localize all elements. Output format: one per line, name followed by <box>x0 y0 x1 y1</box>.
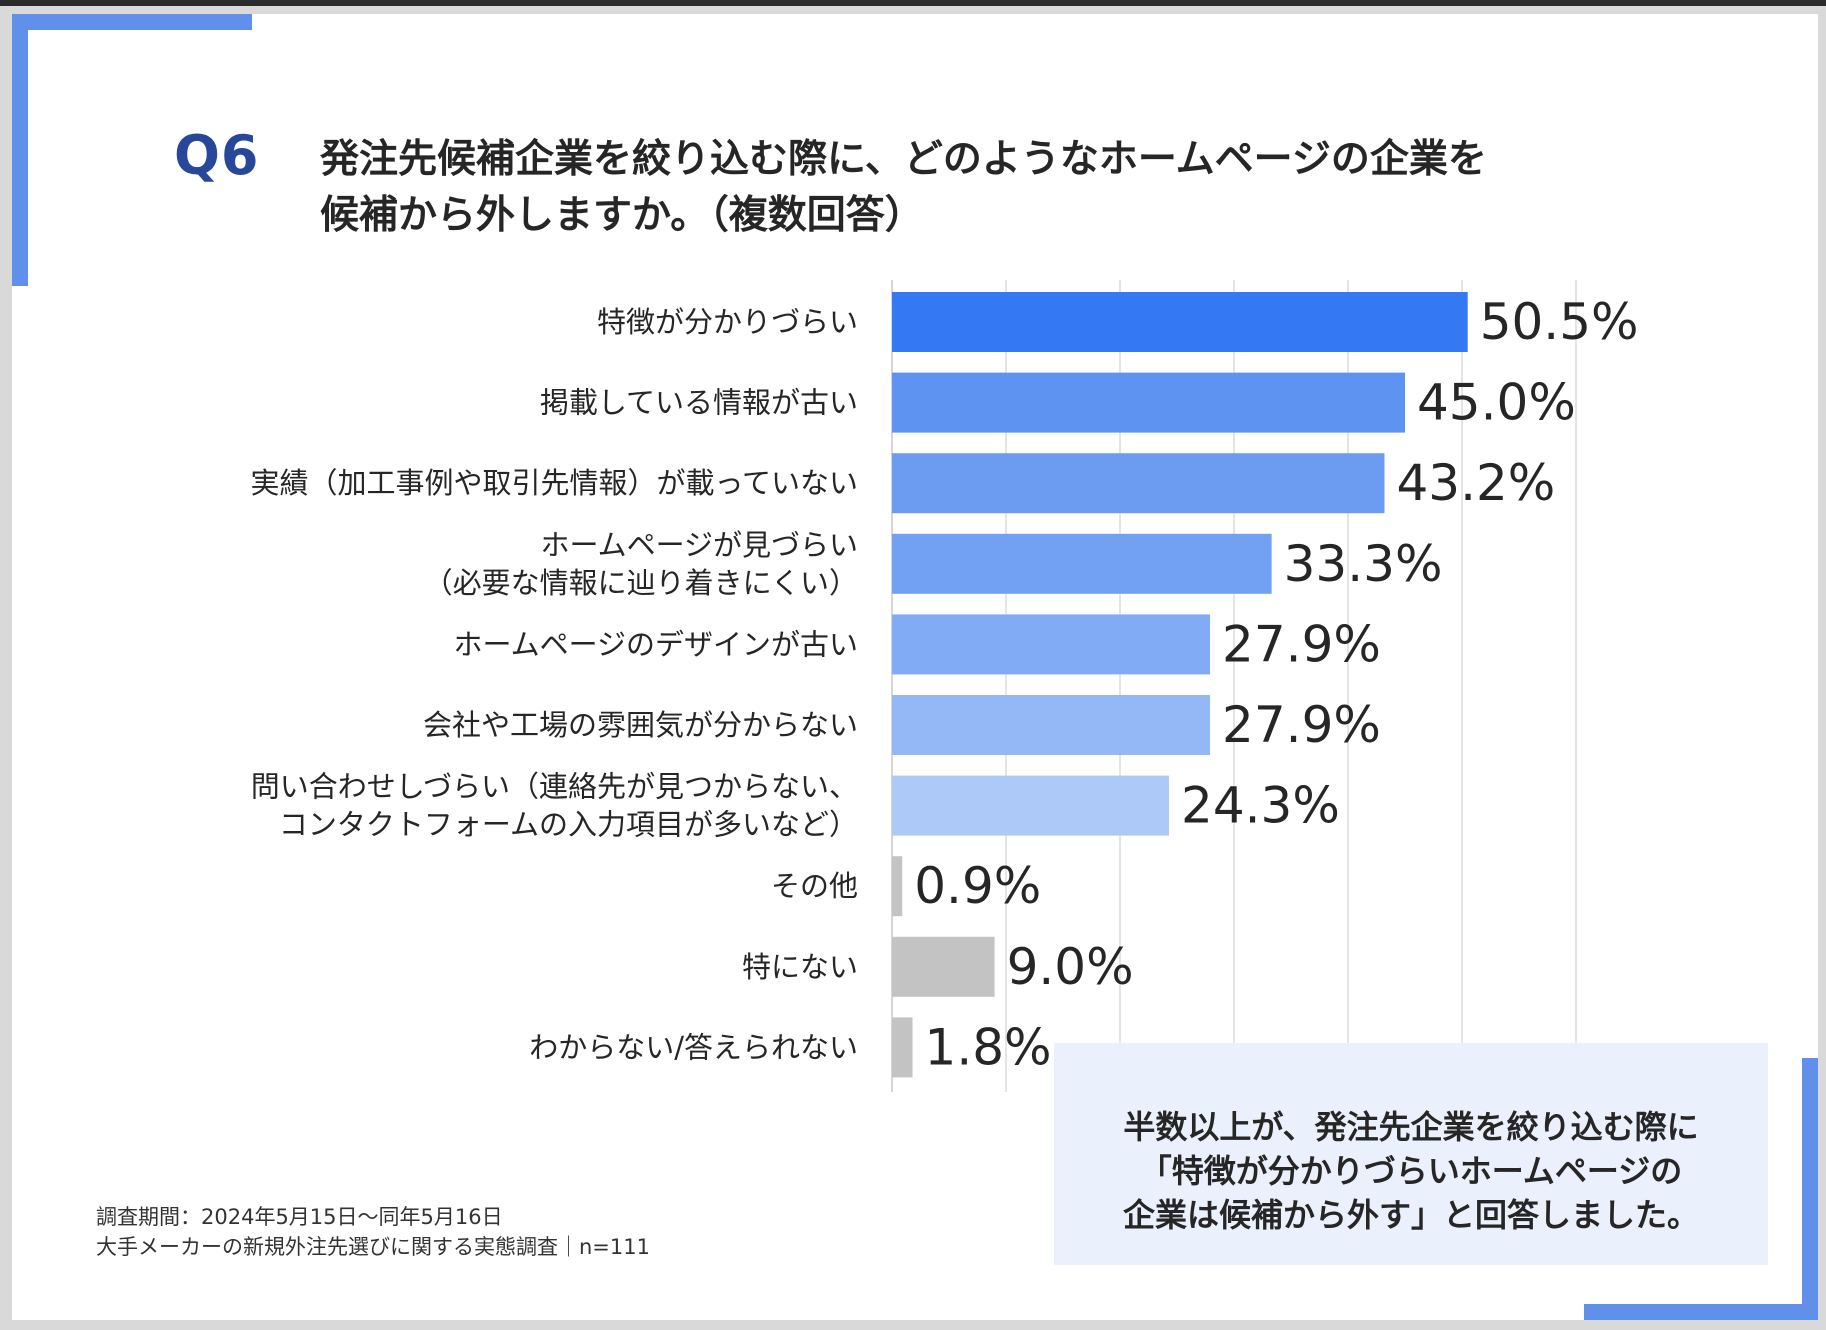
value-label: 9.0% <box>1007 938 1134 996</box>
bar-chart: 50.5% 特徴が分かりづらい 45.0% 掲載している情報が古い 43.2% 実績（加工… <box>250 280 1639 1092</box>
survey-period: 調査期間：2024年5月15日～同年5月16日 <box>96 1205 503 1229</box>
bar <box>892 614 1211 675</box>
top-dark-bar <box>0 0 1826 6</box>
bar <box>892 1017 913 1078</box>
question-line-2: 候補から外しますか。（複数回答） <box>320 193 924 238</box>
category-label: 問い合わせしづらい（連絡先が見つからない、 <box>251 770 858 804</box>
bar <box>892 292 1468 352</box>
value-label: 0.9% <box>914 857 1041 915</box>
survey-footer: 調査期間：2024年5月15日～同年5月16日 大手メーカーの新規外注先選びに関… <box>96 1202 650 1262</box>
category-label: わからない/答えられない <box>529 1030 858 1064</box>
bar <box>892 533 1272 594</box>
value-label: 27.9% <box>1222 696 1381 754</box>
accent-bar-right <box>1802 1058 1818 1320</box>
category-label: その他 <box>771 869 858 903</box>
summary-note-box: 半数以上が、発注先企業を絞り込む際に 「特徴が分かりづらいホームページの 企業は… <box>1054 1043 1768 1265</box>
category-label: 掲載している情報が古い <box>540 386 858 420</box>
bar <box>892 936 995 997</box>
value-label: 50.5% <box>1480 293 1639 351</box>
value-label: 45.0% <box>1417 374 1576 432</box>
question-number: Q6 <box>174 124 260 187</box>
value-label: 43.2% <box>1396 454 1555 512</box>
category-label: 会社や工場の雰囲気が分からない <box>423 708 858 742</box>
summary-line-3: 企業は候補から外す」と回答しました。 <box>1122 1196 1699 1234</box>
category-label: ホームページが見づらい <box>540 528 858 562</box>
accent-bar-left <box>12 14 28 286</box>
value-label: 1.8% <box>925 1018 1052 1076</box>
value-label: 33.3% <box>1284 535 1443 593</box>
summary-note-text: 半数以上が、発注先企業を絞り込む際に 「特徴が分かりづらいホームページの 企業は… <box>1054 1105 1768 1237</box>
bar <box>892 695 1211 755</box>
bar <box>892 453 1385 514</box>
slide: Q6 発注先候補企業を絞り込む際に、どのようなホームページの企業を 候補から外し… <box>12 14 1818 1320</box>
summary-line-1: 半数以上が、発注先企業を絞り込む際に <box>1123 1108 1699 1146</box>
category-label: 実績（加工事例や取引先情報）が載っていない <box>250 466 858 500</box>
category-label: 特にない <box>742 950 858 984</box>
value-label: 27.9% <box>1222 615 1381 673</box>
summary-line-2: 「特徴が分かりづらいホームページの <box>1139 1152 1683 1190</box>
category-label: ホームページのデザインが古い <box>453 627 858 661</box>
bar <box>892 856 903 917</box>
category-label: 特徴が分かりづらい <box>597 305 858 339</box>
accent-bar-top <box>12 14 252 30</box>
value-label: 24.3% <box>1181 777 1340 835</box>
bar <box>892 372 1405 433</box>
question-text: 発注先候補企業を絞り込む際に、どのようなホームページの企業を 候補から外しますか… <box>320 132 1700 244</box>
category-label: コンタクトフォームの入力項目が多いなど） <box>279 808 858 842</box>
accent-bar-bottom <box>1584 1304 1818 1320</box>
survey-source: 大手メーカーの新規外注先選びに関する実態調査｜n=111 <box>96 1235 650 1259</box>
category-label: （必要な情報に辿り着きにくい） <box>424 566 858 600</box>
bar <box>892 775 1170 836</box>
question-line-1: 発注先候補企業を絞り込む際に、どのようなホームページの企業を <box>320 137 1487 182</box>
